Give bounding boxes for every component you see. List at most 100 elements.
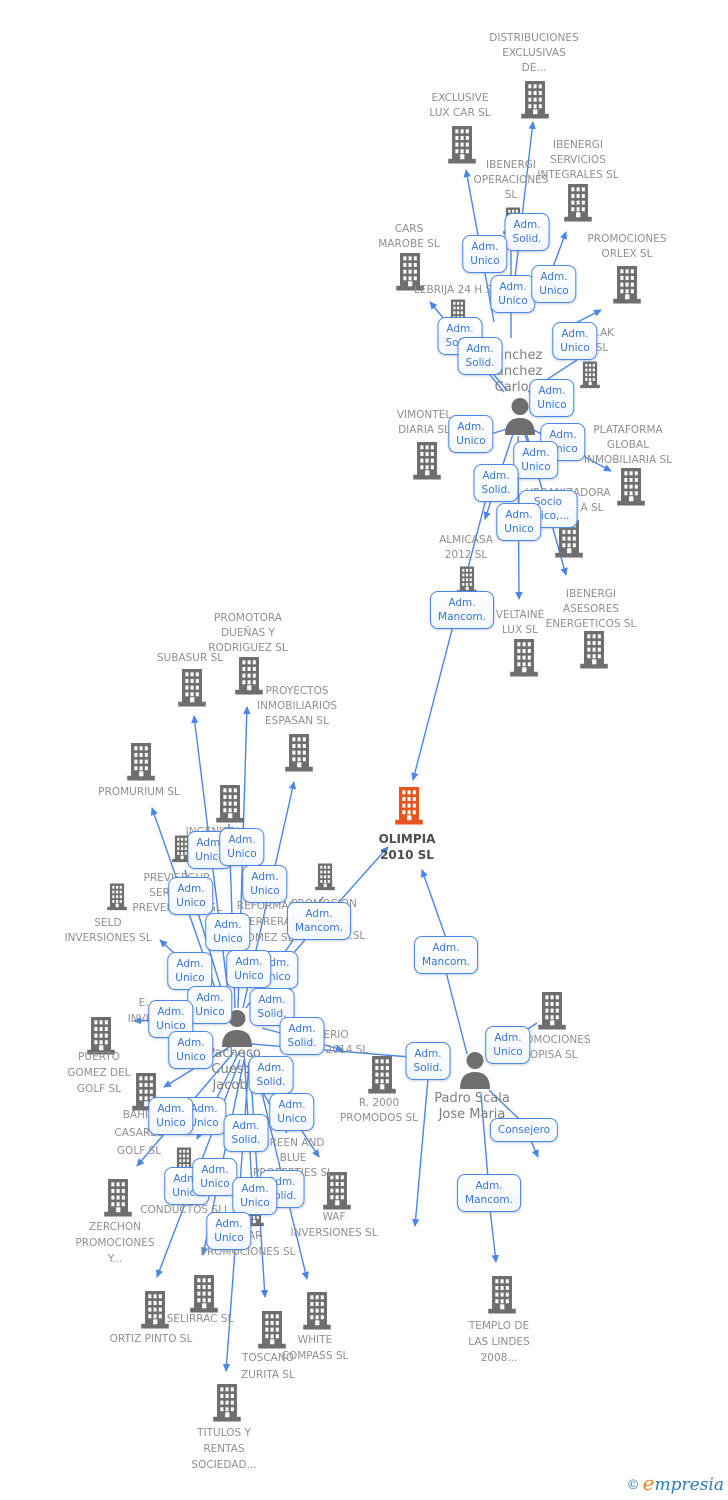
company-label-titulos-rentas: TITULOS Y RENTAS SOCIEDAD... (191, 1427, 257, 1471)
relation-badge[interactable]: Adm. Unico (168, 1031, 214, 1069)
building-icon-toscano-zurita[interactable] (257, 1311, 287, 1349)
company-label-promociones-orlex: PROMOCIONES ORLEX SL (587, 233, 667, 260)
person-icon-padro-scala-jose-maria[interactable] (458, 1051, 492, 1089)
building-icon-ak-sl[interactable] (578, 361, 602, 389)
relation-badge[interactable]: Adm. Unico (269, 1093, 315, 1131)
company-label-ibenergi-asesores: IBENERGI ASESORES ENERGETICOS SL (545, 588, 637, 630)
building-icon-exclusive-lux-car[interactable] (447, 126, 477, 164)
building-icon-waf-inversiones[interactable] (322, 1172, 352, 1210)
relation-badge[interactable]: Adm. Unico (448, 415, 494, 453)
relation-badge[interactable]: Adm. Unico (205, 913, 251, 951)
company-label-ibenergi-servicios: IBENERGI SERVICIOS INTEGRALES SL (537, 139, 619, 181)
company-label-puerto-gomez-golf: PUERTO GOMEZ DEL GOLF SL (67, 1051, 131, 1095)
company-label-ibenergi-operaciones: IBENERGI OPERACIONES SL (473, 159, 549, 201)
building-icon-espasan[interactable] (284, 734, 314, 772)
relation-badge[interactable]: Adm. Unico (485, 1026, 531, 1064)
relation-badge[interactable]: Adm. Unico (219, 828, 265, 866)
relation-badge[interactable]: Adm. Unico (167, 952, 213, 990)
edge-line (488, 1089, 521, 1121)
building-icon-promociones-orlex[interactable] (612, 266, 642, 304)
relation-badge[interactable]: Consejero (489, 1118, 559, 1142)
relation-badge[interactable]: Adm. Unico (226, 950, 272, 988)
relation-badge[interactable]: Adm. Unico (242, 865, 288, 903)
relation-badge[interactable]: Adm. Mancom. (430, 591, 494, 629)
relation-badge[interactable]: Adm.Solid. (473, 464, 519, 502)
building-icon-white-compass[interactable] (302, 1292, 332, 1330)
building-icon-almicasa-2012[interactable] (455, 566, 479, 594)
building-icon-plataforma-global[interactable] (616, 468, 646, 506)
building-icon-promociones-lopisa[interactable] (537, 992, 567, 1030)
building-icon-distribuciones[interactable] (520, 81, 550, 119)
relation-badge[interactable]: Adm. Unico (490, 275, 536, 313)
edge-line (411, 1077, 429, 1227)
company-label-r2000-promodos: R. 2000 PROMODOS SL (339, 1097, 419, 1124)
edge-line (420, 869, 447, 939)
building-icon-selirrac[interactable] (189, 1275, 219, 1313)
building-icon-ortiz-pinto[interactable] (140, 1291, 170, 1329)
relation-badge[interactable]: Adm.Solid. (405, 1042, 451, 1080)
relation-badge[interactable]: Adm. Unico (552, 322, 598, 360)
relation-badge[interactable]: Adm. Mancom. (457, 1174, 521, 1212)
company-label-bahia-casares-golf: BAHIA CASARES GOLF SL (114, 1109, 164, 1157)
building-icon-ibenergi-asesores[interactable] (579, 631, 609, 669)
relation-badge[interactable]: Adm. Unico (148, 1097, 194, 1135)
building-icon-cars-marobe[interactable] (395, 253, 425, 291)
edge-line (253, 1059, 309, 1280)
relation-badge[interactable]: Adm. Unico (168, 877, 214, 915)
building-icon-templo-lindes[interactable] (487, 1276, 517, 1314)
company-label-almicasa-2012: ALMICASA 2012 SL (439, 534, 493, 561)
company-label-seld-inversiones: SELD INVERSIONES SL (64, 917, 152, 944)
edge-line (489, 1208, 499, 1263)
empresia-logo: © empresia (627, 1471, 724, 1495)
company-label-conductos: CONDUCTOS SLL (140, 1204, 230, 1216)
person-icon-pacheco-cuesta-jacobo[interactable] (220, 1009, 254, 1047)
relation-badge[interactable]: Adm. Unico (462, 235, 508, 273)
company-label-vimontel-diaria: VIMONTEL DIARIA SL (396, 409, 452, 436)
company-label-plataforma-global: PLATAFORMA GLOBAL INMOBILIARIA SL (583, 424, 673, 466)
company-label-promurium: PROMURIUM SL (98, 786, 180, 798)
building-icon-vimontel-diaria[interactable] (412, 442, 442, 480)
person-label-pacheco-cuesta-jacobo: Pacheco Cuesta Jacobo (207, 1046, 261, 1093)
relation-badge[interactable]: Adm. Unico (148, 1000, 194, 1038)
relation-badge[interactable]: Adm. Unico (513, 441, 559, 479)
relation-badge[interactable]: Adm. Unico (192, 1158, 238, 1196)
edge-line (480, 1093, 489, 1179)
building-icon-promurium[interactable] (126, 743, 156, 781)
person-icon-sanchez-sanchez-carlos[interactable] (503, 397, 537, 435)
edge-line (512, 121, 536, 296)
relation-badge[interactable]: Adm.Solid. (223, 1114, 269, 1152)
company-label-olimpia-2010: OLIMPIA 2010 SL (378, 832, 436, 862)
building-icon-puerto-gomez-golf[interactable] (86, 1017, 116, 1055)
relation-badge[interactable]: Adm.Solid. (504, 213, 550, 251)
company-label-distribuciones: DISTRIBUCIONES EXCLUSIVAS DE... (489, 32, 579, 74)
building-icon-r2000-promodos[interactable] (367, 1056, 397, 1094)
relation-badge[interactable]: Adm. Mancom. (287, 902, 351, 940)
building-icon-promotora-duenas[interactable] (234, 657, 264, 695)
relation-badge[interactable]: Adm. Mancom. (414, 936, 478, 974)
building-icon-subasur[interactable] (177, 669, 207, 707)
building-icon-ibenergi-servicios[interactable] (563, 184, 593, 222)
building-icon-previsegur[interactable] (170, 835, 194, 863)
relation-badge[interactable]: Adm. Unico (206, 1212, 252, 1250)
building-icon-zerchon[interactable] (103, 1179, 133, 1217)
company-label-zerchon: ZERCHON PROMOCIONES Y... (75, 1221, 155, 1265)
building-icon-seld-inversiones[interactable] (105, 883, 129, 911)
relation-badge[interactable]: Adm. Unico (187, 986, 233, 1024)
person-label-padro-scala-jose-maria: Padro Scala Jose Maria (434, 1091, 510, 1122)
relation-badge[interactable]: Adm. Unico (232, 1177, 278, 1215)
relation-badge[interactable]: Adm.Solid. (457, 337, 503, 375)
relation-badge[interactable]: Adm.Solid. (279, 1017, 325, 1055)
building-icon-titulos-rentas[interactable] (212, 1384, 242, 1422)
relation-badge[interactable]: Adm. Unico (531, 265, 577, 303)
relation-badge[interactable]: Adm.Solid. (248, 1056, 294, 1094)
building-icon-veltaine-lux[interactable] (509, 639, 539, 677)
relation-badge[interactable]: Adm. Unico (529, 379, 575, 417)
building-icon-olimpia-2010[interactable] (394, 787, 424, 825)
relation-badge[interactable]: Adm. Unico (496, 503, 542, 541)
building-icon-promocion[interactable] (313, 863, 337, 891)
edge-line (530, 1140, 539, 1158)
building-icon-urbanizadora[interactable] (554, 520, 584, 558)
building-icon-ingenieria[interactable] (215, 785, 245, 823)
company-label-promotora-duenas: PROMOTORA DUEÑAS Y RODRIGUEZ SL (208, 612, 288, 654)
